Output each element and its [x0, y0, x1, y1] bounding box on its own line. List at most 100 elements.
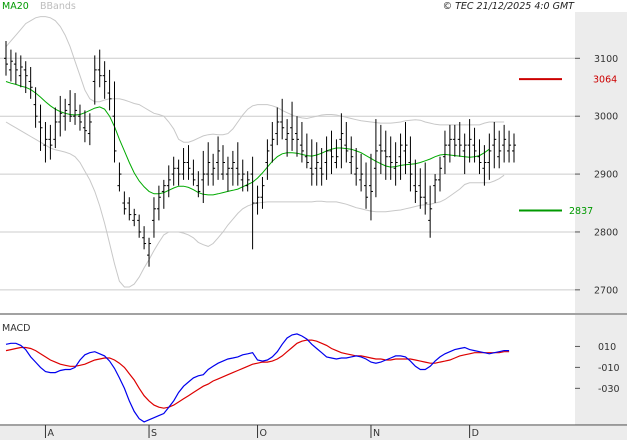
- ohlc-bar: [280, 98, 285, 140]
- ohlc-bar: [413, 159, 418, 204]
- ohlc-bar: [452, 124, 457, 157]
- ohlc-bar: [403, 121, 408, 175]
- ohlc-bar: [112, 81, 117, 163]
- ohlc-bar: [211, 153, 216, 186]
- ohlc-bar: [378, 124, 383, 175]
- ohlc-bar: [77, 104, 82, 131]
- price-y-tick-label: 3100: [594, 54, 618, 65]
- ohlc-bar: [299, 121, 304, 163]
- ohlc-bar: [137, 214, 142, 238]
- ohlc-bar: [166, 165, 171, 198]
- ohlc-bar: [423, 162, 428, 215]
- ohlc-bar: [457, 121, 462, 157]
- ohlc-bar: [398, 133, 403, 180]
- ohlc-bar: [216, 136, 221, 180]
- ohlc-bar: [344, 121, 349, 163]
- ohlc-bar: [4, 40, 8, 76]
- ohlc-bar: [63, 98, 68, 131]
- ohlc-bar: [260, 176, 265, 209]
- ohlc-bar: [171, 156, 176, 186]
- ohlc-bar: [265, 139, 270, 180]
- ohlc-bar: [8, 49, 13, 82]
- ohlc-bar: [507, 130, 512, 163]
- ohlc-bar: [156, 185, 161, 221]
- ohlc-bar: [270, 121, 275, 163]
- ohlc-bar: [477, 139, 482, 175]
- ohlc-bar: [388, 136, 393, 180]
- ohlc-bar: [151, 197, 156, 238]
- ohlc-bar: [176, 159, 181, 186]
- ohlc-bars: [4, 40, 516, 267]
- price-y-tick-label: 3000: [594, 112, 618, 123]
- macd-y-axis: 010 -010 -030: [575, 342, 620, 395]
- ohlc-bar: [393, 142, 398, 186]
- ohlc-bar: [472, 127, 477, 163]
- macd-title: MACD: [2, 323, 30, 334]
- macd-y-tick-label: 010: [598, 342, 616, 353]
- bbands-legend-label: BBands: [40, 1, 76, 12]
- x-axis-panel: [0, 426, 627, 440]
- ohlc-bar: [467, 119, 472, 163]
- ohlc-bar: [290, 101, 295, 151]
- ohlc-bar: [324, 136, 329, 180]
- ohlc-bar: [334, 139, 339, 169]
- macd-lines: [5, 333, 510, 423]
- ohlc-bar: [181, 148, 186, 180]
- ohlc-bar: [285, 119, 290, 157]
- ohlc-bar: [418, 168, 423, 209]
- ohlc-bar: [73, 93, 78, 125]
- ohlc-bar: [87, 113, 92, 146]
- ohlc-bar: [38, 104, 43, 151]
- ohlc-bar: [235, 142, 240, 186]
- ohlc-bar: [339, 113, 344, 169]
- ohlc-bar: [58, 95, 63, 137]
- copyright-timestamp: © TEC 21/12/2025 4:0 GMT: [443, 1, 576, 12]
- ohlc-bar: [206, 142, 211, 186]
- ohlc-bar: [13, 52, 18, 85]
- ohlc-bar: [33, 87, 38, 128]
- x-tick-label: O: [260, 428, 267, 439]
- ohlc-bar: [438, 156, 443, 192]
- x-tick-label: S: [151, 428, 157, 439]
- macd-plot-area: [0, 315, 575, 425]
- ohlc-bar: [142, 226, 147, 250]
- ohlc-bar: [240, 159, 245, 192]
- ohlc-bar: [82, 110, 87, 143]
- ohlc-bar: [221, 145, 226, 180]
- ohlc-bar: [368, 153, 373, 221]
- ohlc-bar: [48, 124, 53, 160]
- ohlc-bar: [191, 159, 196, 186]
- ohlc-bar: [201, 150, 206, 204]
- signal-line: [5, 339, 510, 409]
- ohlc-bar: [512, 133, 516, 163]
- ohlc-bar: [319, 148, 324, 186]
- ohlc-bar: [43, 121, 48, 163]
- ohlc-bar: [383, 130, 388, 180]
- ohlc-bar: [23, 61, 28, 94]
- ohlc-bar: [487, 133, 492, 180]
- ohlc-bar: [447, 124, 452, 163]
- ohlc-bar: [349, 136, 354, 175]
- ma-legend-label: MA20: [2, 1, 29, 12]
- ohlc-bar: [373, 119, 378, 198]
- bb-lower-line: [5, 121, 505, 288]
- macd-line: [5, 333, 510, 423]
- ohlc-bar: [482, 145, 487, 186]
- ohlc-bar: [250, 156, 255, 250]
- ohlc-bar: [161, 179, 166, 209]
- ohlc-bar: [132, 208, 137, 227]
- ohlc-bar: [230, 150, 235, 186]
- price-axis-panel: [575, 12, 627, 313]
- ohlc-bar: [186, 145, 191, 180]
- bollinger-bands: [5, 16, 505, 288]
- ohlc-bar: [462, 133, 467, 175]
- macd-axis-panel: [575, 315, 627, 425]
- ohlc-bar: [255, 185, 260, 215]
- ohlc-bar: [428, 185, 433, 238]
- ohlc-bar: [304, 133, 309, 169]
- macd-y-tick-label: -030: [598, 384, 620, 395]
- ohlc-bar: [408, 136, 413, 192]
- ohlc-bar: [314, 142, 319, 186]
- ohlc-bar: [364, 162, 369, 209]
